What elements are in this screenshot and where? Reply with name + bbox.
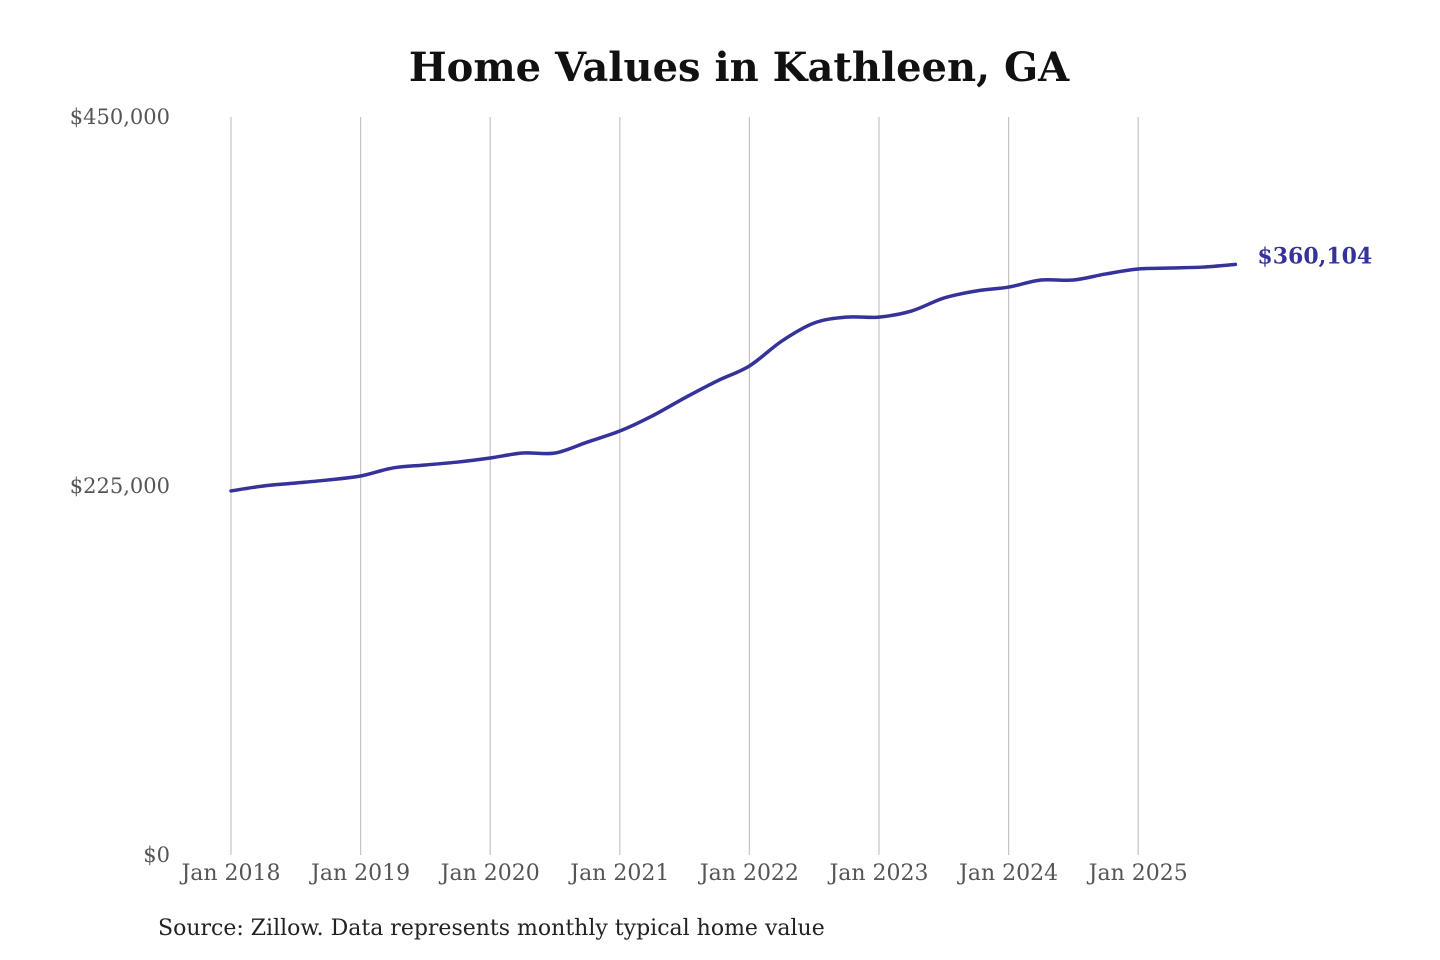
x-tick-label: Jan 2021 — [568, 861, 669, 886]
x-tick-label: Jan 2023 — [827, 861, 928, 886]
x-tick-label: Jan 2018 — [179, 861, 280, 886]
source-note: Source: Zillow. Data represents monthly … — [158, 916, 825, 941]
x-tick-label: Jan 2020 — [439, 861, 540, 886]
chart-title: Home Values in Kathleen, GA — [408, 44, 1070, 91]
x-tick-label: Jan 2025 — [1087, 861, 1188, 886]
y-tick-label: $450,000 — [70, 105, 170, 129]
x-tick-label: Jan 2022 — [698, 861, 799, 886]
end-value-label: $360,104 — [1257, 243, 1372, 269]
y-tick-label: $0 — [143, 843, 170, 867]
x-tick-label: Jan 2019 — [309, 861, 410, 886]
x-tick-label: Jan 2024 — [957, 861, 1058, 886]
series-line — [229, 262, 1238, 493]
y-tick-label: $225,000 — [70, 474, 170, 498]
